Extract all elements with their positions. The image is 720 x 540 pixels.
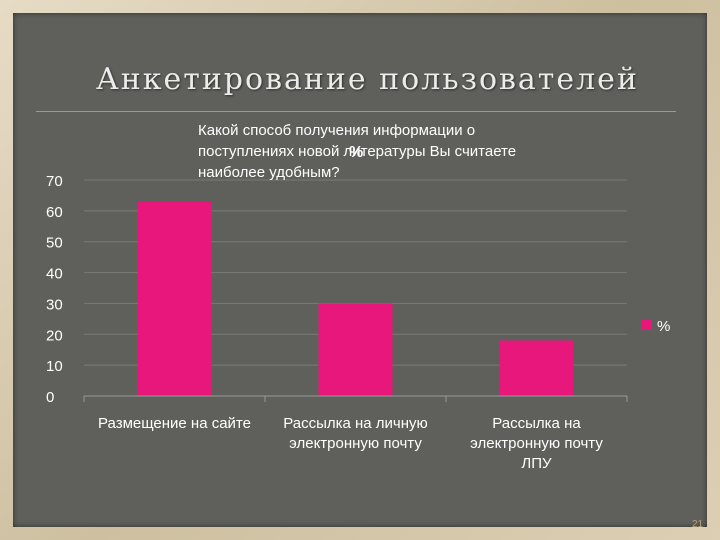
y-tick-label: 10 (46, 358, 63, 375)
x-axis (83, 395, 628, 402)
legend-swatch (642, 320, 652, 330)
chart-bars (137, 201, 574, 396)
chart-legend: % (642, 318, 670, 335)
y-axis-ticks: 0 10 20 30 40 50 60 70 (46, 173, 63, 406)
bar (137, 201, 212, 396)
x-tick-label: Рассылка на личную (283, 415, 428, 432)
y-tick-label: 50 (46, 235, 63, 252)
y-tick-label: 40 (46, 266, 63, 283)
bar (499, 340, 574, 396)
y-tick-label: 70 (46, 173, 63, 190)
x-tick-label: ЛПУ (521, 455, 552, 472)
chart-title: % (349, 144, 364, 161)
survey-question: Какой способ получения информации о пост… (198, 122, 517, 181)
slide-title: Анкетирование пользователей (96, 62, 639, 97)
bar (318, 303, 393, 396)
slide-panel (13, 13, 707, 527)
y-tick-label: 30 (46, 296, 63, 313)
y-tick-label: 20 (46, 327, 63, 344)
y-tick-label: 60 (46, 204, 63, 221)
page-number: 21 (692, 519, 704, 530)
x-tick-label: Рассылка на (492, 415, 581, 432)
x-tick-label: электронную почту (470, 435, 603, 452)
legend-label: % (657, 318, 670, 335)
title-divider (36, 111, 676, 112)
x-tick-label: электронную почту (289, 435, 422, 452)
y-tick-label: 0 (46, 389, 54, 406)
x-axis-ticks: Размещение на сайте Рассылка на личную эле… (98, 415, 603, 472)
x-tick-label: Размещение на сайте (98, 415, 251, 432)
